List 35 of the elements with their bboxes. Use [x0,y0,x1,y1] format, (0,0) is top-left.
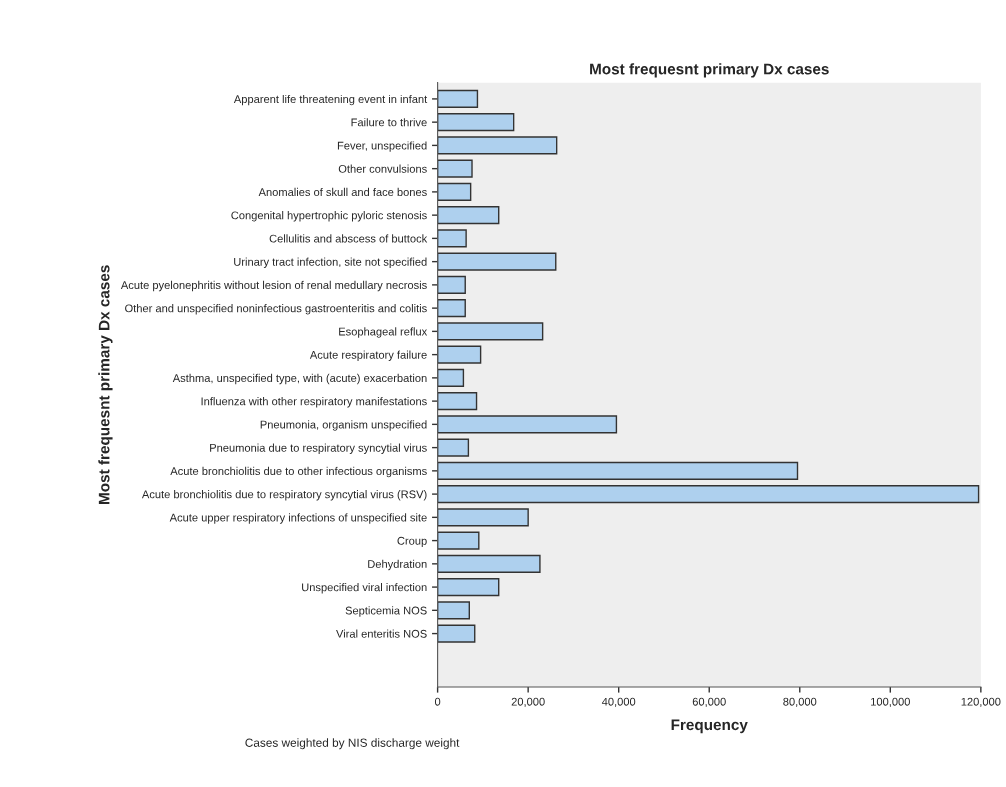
y-tick-label: Septicemia NOS [345,606,427,617]
y-tick-label: Pneumonia due to respiratory syncytial virus [210,443,427,454]
y-tick-label: Acute bronchiolitis due to respiratory syncytial virus (RSV) [141,490,427,501]
y-tick-label: Influenza with other respiratory manifestations [201,397,427,408]
y-tick-label: Fever, unspecified [337,141,427,152]
y-tick-label: Acute bronchiolitis due to other infectious organisms [170,466,427,478]
y-tick-label: Urinary tract infection, site not specified [234,257,427,268]
y-tick-label: Esophageal reflux [339,327,428,338]
x-tick-label: 120,000 [961,697,1001,707]
y-tick-label: Other convulsions [338,164,427,173]
y-tick-label: Pneumonia, organism unspecified [260,420,427,431]
y-tick-label: Anomalies of skull and face bones [258,187,427,197]
y-tick-label: Apparent life threatening event in infant [233,94,428,106]
chart-title: Most frequesnt primary Dx cases [590,63,829,78]
y-tick-label: Viral enteritis NOS [336,629,427,638]
x-tick-label: 20,000 [511,697,545,707]
y-axis-title: Most frequesnt primary Dx cases [98,265,113,504]
x-tick-label: 80,000 [783,697,817,707]
y-tick-label: Acute upper respiratory infections of unspecified site [169,513,427,524]
text: Cases weighted by NIS discharge weight [245,738,460,750]
y-tick-label: Unspecified viral infection [302,583,427,594]
y-tick-label: Other and unspecified noninfectious gastroenteritis and colitis [125,304,427,315]
x-tick-label: 0 [434,697,441,706]
y-tick-label: Acute respiratory failure [309,350,427,361]
y-tick-label: Congenital hypertrophic pyloric stenosis [231,211,427,222]
x-axis-title: Frequency [671,719,748,734]
y-tick-label: Acute pyelonephritis without lesion of renal medullary necrosis [120,280,427,292]
y-tick-label: Failure to thrive [351,118,427,127]
x-tick-label: 40,000 [601,697,636,707]
y-tick-label: Croup [397,536,427,547]
x-tick-label: 100,000 [871,697,910,707]
y-tick-label: Cellulitis and abscess of buttock [269,234,428,243]
x-tick-label: 60,000 [692,697,726,707]
y-tick-label: Dehydration [368,559,427,571]
y-tick-label: Asthma, unspecified type, with (acute) exacerbation [172,373,427,385]
